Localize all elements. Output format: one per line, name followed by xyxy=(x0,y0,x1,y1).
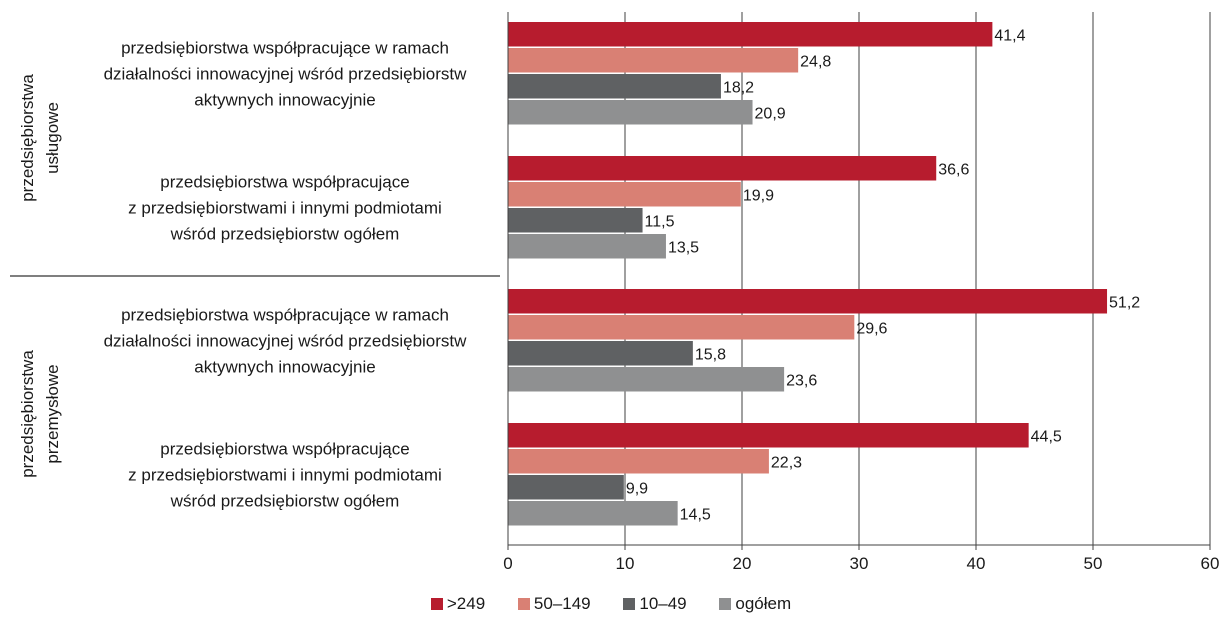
bar xyxy=(508,289,1108,314)
bar-value-label: 9,9 xyxy=(626,480,648,497)
legend-swatch-10-49 xyxy=(623,598,636,610)
bar-value-label: 44,5 xyxy=(1031,428,1062,445)
category-label: przedsiębiorstwa współpracujące xyxy=(160,172,409,191)
legend-label: 50–149 xyxy=(533,594,591,613)
category-label: przedsiębiorstwa współpracujące w ramach xyxy=(121,38,449,57)
bar-value-label: 41,4 xyxy=(994,27,1025,44)
bar-value-label: 29,6 xyxy=(856,320,887,337)
x-tick-label: 40 xyxy=(967,554,986,573)
category-label: wśród przedsiębiorstw ogółem xyxy=(170,224,400,243)
bar-chart-svg: 41,4 24,8 18,220,9 przedsiębiorstwa współpr… xyxy=(10,12,1220,573)
group-label: przemysłowe xyxy=(43,364,62,463)
category-label: z przedsiębiorstwami i innymi podmiotami xyxy=(128,198,442,217)
x-tick-label: 30 xyxy=(850,554,869,573)
x-tick-label: 50 xyxy=(1084,554,1103,573)
bar xyxy=(508,315,855,340)
legend-item-ogolem: ogółem xyxy=(719,594,791,614)
x-tick-label: 60 xyxy=(1201,554,1220,573)
bar xyxy=(508,22,993,47)
category-label: aktywnych innowacyjnie xyxy=(194,357,375,376)
bar xyxy=(508,100,753,125)
bar-value-label: 15,8 xyxy=(695,346,726,363)
bar xyxy=(508,48,799,73)
bar xyxy=(508,234,666,259)
category-label: aktywnych innowacyjnie xyxy=(194,90,375,109)
legend: >249 50–149 10–49 ogółem xyxy=(0,594,1222,614)
legend-label: ogółem xyxy=(735,594,792,613)
category-label: działalności innowacyjnej wśród przedsię… xyxy=(104,64,468,83)
legend-item-50-149: 50–149 xyxy=(517,594,591,614)
legend-swatch-ogolem xyxy=(719,598,732,610)
legend-item-gt249: >249 xyxy=(430,594,486,614)
bar xyxy=(508,208,643,233)
group-label: przedsiębiorstwa xyxy=(18,74,37,202)
group-label: usługowe xyxy=(43,102,62,174)
bar xyxy=(508,475,624,500)
bar-value-label: 22,3 xyxy=(771,454,802,471)
category-label: wśród przedsiębiorstw ogółem xyxy=(170,491,400,510)
category-label: przedsiębiorstwa współpracujące xyxy=(160,439,409,458)
bar-value-label: 23,6 xyxy=(786,372,817,389)
x-tick-label: 20 xyxy=(733,554,752,573)
bar xyxy=(508,423,1029,448)
group-label: przedsiębiorstwa xyxy=(18,350,37,478)
legend-item-10-49: 10–49 xyxy=(623,594,687,614)
bar xyxy=(508,341,693,366)
category-label: działalności innowacyjnej wśród przedsię… xyxy=(104,331,468,350)
category-label: z przedsiębiorstwami i innymi podmiotami xyxy=(128,465,442,484)
bar-value-label: 51,2 xyxy=(1109,294,1140,311)
bar-value-label: 19,9 xyxy=(743,187,774,204)
category-label: przedsiębiorstwa współpracujące w ramach xyxy=(121,305,449,324)
x-tick-label: 10 xyxy=(616,554,635,573)
bar-value-label: 18,2 xyxy=(723,79,754,96)
bar xyxy=(508,74,721,99)
bar-value-label: 14,5 xyxy=(680,506,711,523)
bar xyxy=(508,501,678,526)
legend-label: 10–49 xyxy=(639,594,687,613)
bar-value-label: 36,6 xyxy=(938,161,969,178)
bar xyxy=(508,182,741,207)
bar xyxy=(508,367,785,392)
legend-label: >249 xyxy=(446,594,486,613)
legend-swatch-gt249 xyxy=(430,598,443,610)
bar-value-label: 11,5 xyxy=(645,213,675,230)
bar-value-label: 24,8 xyxy=(800,53,831,70)
bar-value-label: 13,5 xyxy=(668,239,699,256)
bar xyxy=(508,449,769,474)
x-tick-label: 0 xyxy=(503,554,512,573)
bar xyxy=(508,156,937,181)
bar-value-label: 20,9 xyxy=(755,105,786,122)
legend-swatch-50-149 xyxy=(517,598,530,610)
